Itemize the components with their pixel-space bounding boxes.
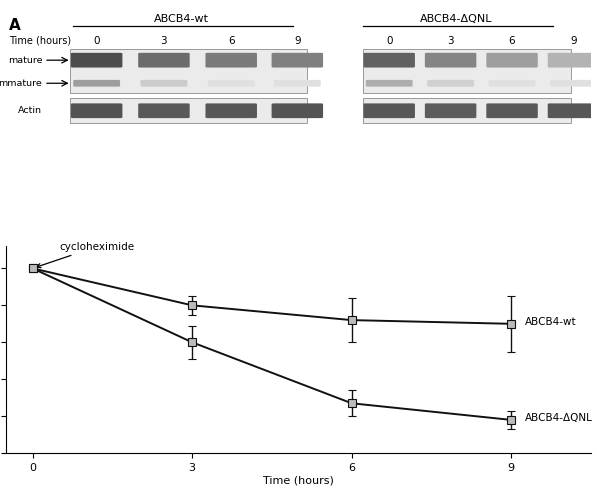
FancyBboxPatch shape [274,80,321,87]
Text: 9: 9 [570,36,577,46]
Text: Actin: Actin [19,106,42,115]
FancyBboxPatch shape [71,53,122,68]
FancyBboxPatch shape [550,80,597,87]
FancyBboxPatch shape [140,80,187,87]
Text: 6: 6 [509,36,515,46]
Text: 0: 0 [386,36,392,46]
FancyBboxPatch shape [363,98,571,123]
Text: ABCB4-ΔQNL: ABCB4-ΔQNL [420,14,493,24]
FancyBboxPatch shape [487,104,538,118]
FancyBboxPatch shape [73,80,120,87]
FancyBboxPatch shape [272,53,323,68]
FancyBboxPatch shape [363,49,571,93]
Text: A: A [9,17,21,32]
Text: 6: 6 [228,36,235,46]
FancyBboxPatch shape [138,53,190,68]
Text: 3: 3 [447,36,454,46]
X-axis label: Time (hours): Time (hours) [263,476,334,486]
FancyBboxPatch shape [547,104,597,118]
Text: 0: 0 [93,36,100,46]
FancyBboxPatch shape [70,49,307,93]
Text: cycloheximide: cycloheximide [36,242,134,267]
FancyBboxPatch shape [70,98,307,123]
FancyBboxPatch shape [425,53,476,68]
FancyBboxPatch shape [71,104,122,118]
FancyBboxPatch shape [364,53,415,68]
FancyBboxPatch shape [487,53,538,68]
Text: mmature: mmature [0,79,42,88]
FancyBboxPatch shape [366,80,413,87]
FancyBboxPatch shape [427,80,474,87]
FancyBboxPatch shape [138,104,190,118]
FancyBboxPatch shape [205,53,257,68]
FancyBboxPatch shape [425,104,476,118]
Text: Time (hours): Time (hours) [9,36,71,46]
Text: ABCB4-wt: ABCB4-wt [154,14,209,24]
Text: ABCB4-wt: ABCB4-wt [525,317,576,327]
FancyBboxPatch shape [364,104,415,118]
FancyBboxPatch shape [205,104,257,118]
FancyBboxPatch shape [208,80,254,87]
FancyBboxPatch shape [272,104,323,118]
FancyBboxPatch shape [489,80,536,87]
Text: mature: mature [8,56,42,65]
FancyBboxPatch shape [547,53,597,68]
Text: 9: 9 [294,36,301,46]
Text: 3: 3 [161,36,167,46]
Text: ABCB4-ΔQNL: ABCB4-ΔQNL [525,413,592,423]
